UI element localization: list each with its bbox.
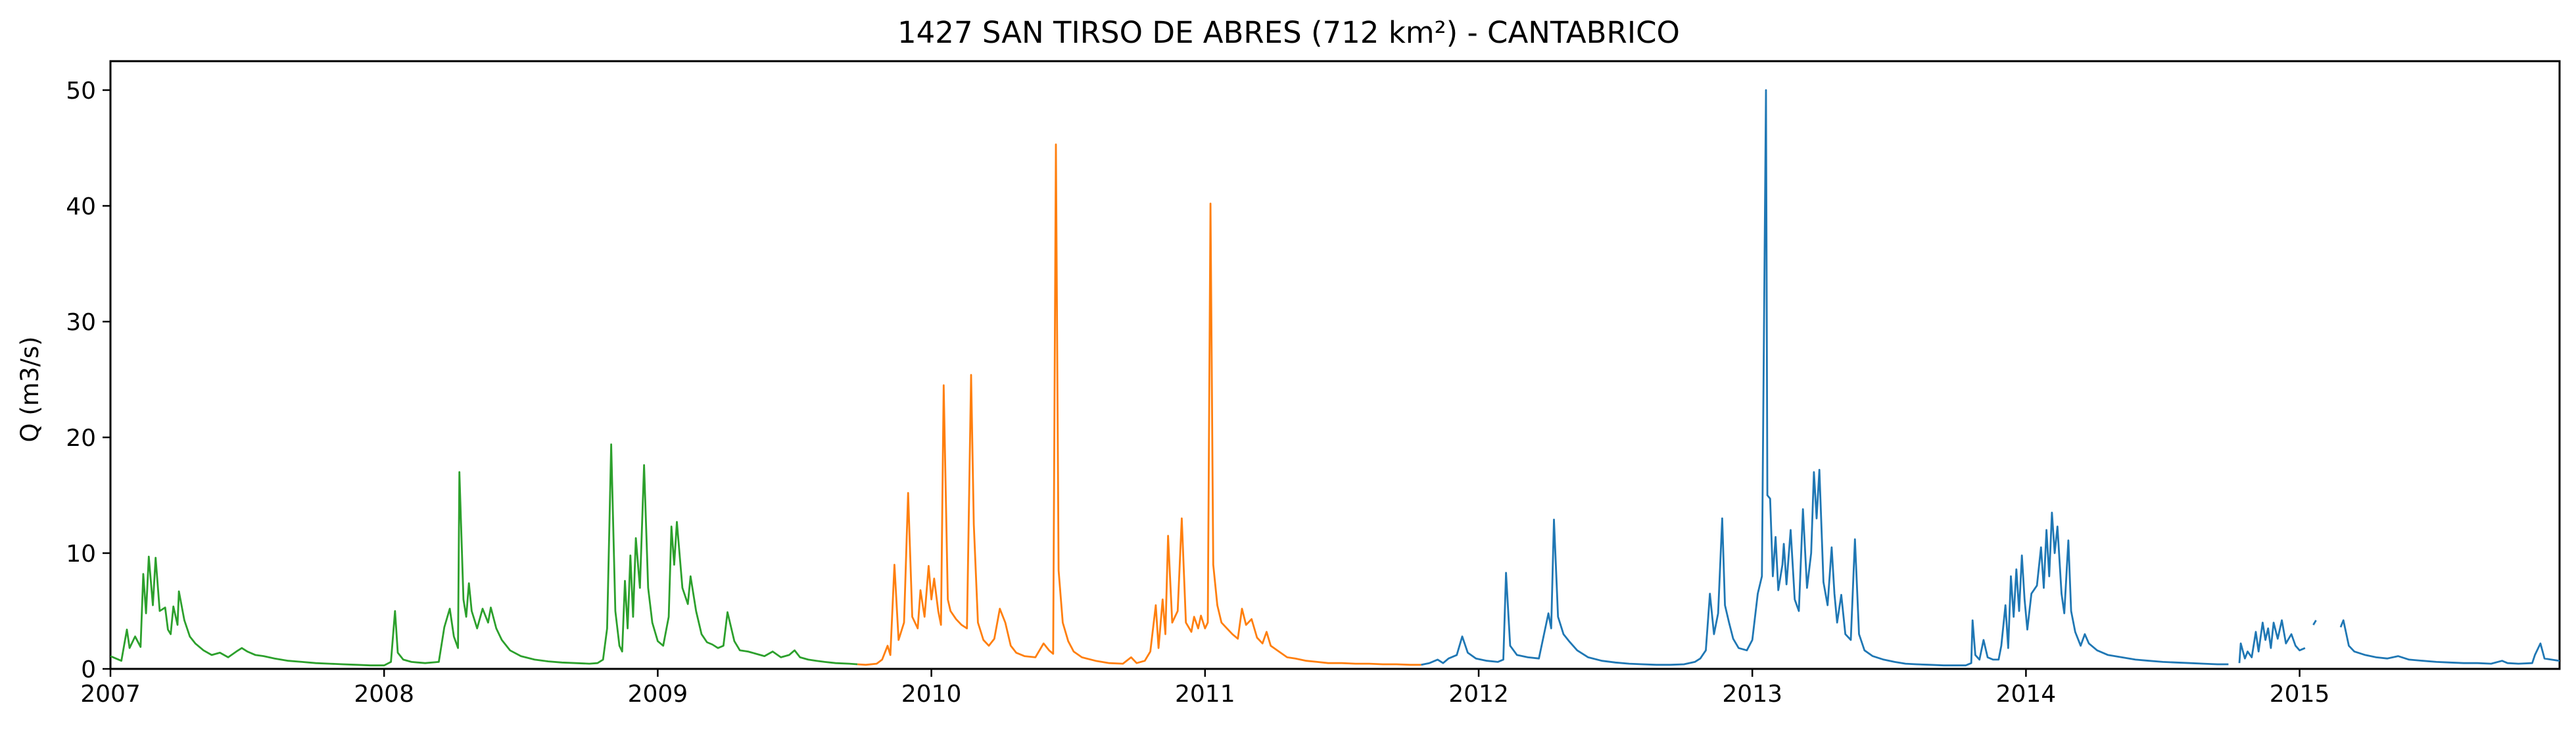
y-tick-label: 30: [66, 309, 96, 336]
x-tick-label: 2009: [628, 681, 688, 708]
y-tick-label: 40: [66, 193, 96, 220]
series-line-2: [857, 143, 1421, 666]
y-axis-label: Q (m3/s): [16, 336, 44, 442]
x-tick-label: 2011: [1175, 681, 1235, 708]
y-tick-label: 10: [66, 541, 96, 568]
series-line-3: [1421, 89, 2560, 667]
y-axis: 0 10 20 30 40 50: [66, 78, 110, 683]
x-axis: 2007 2008 2009 2010 2011 2012 2013 2014 2015: [80, 669, 2329, 708]
y-tick-label: 0: [81, 656, 96, 683]
x-tick-label: 2012: [1448, 681, 1509, 708]
plot-frame: [109, 60, 2561, 670]
x-tick-label: 2010: [901, 681, 962, 708]
y-tick-label: 50: [66, 78, 96, 105]
plot-area: [109, 60, 2561, 670]
series-layer: [110, 89, 2560, 667]
x-tick-label: 2013: [1722, 681, 1782, 708]
y-tick-label: 20: [66, 425, 96, 452]
chart-title: 1427 SAN TIRSO DE ABRES (712 km²) - CANT…: [897, 15, 1680, 50]
x-tick-label: 2014: [1996, 681, 2057, 708]
x-tick-label: 2007: [80, 681, 141, 708]
x-tick-label: 2015: [2270, 681, 2330, 708]
x-tick-label: 2008: [354, 681, 414, 708]
series-line-1: [110, 443, 858, 667]
